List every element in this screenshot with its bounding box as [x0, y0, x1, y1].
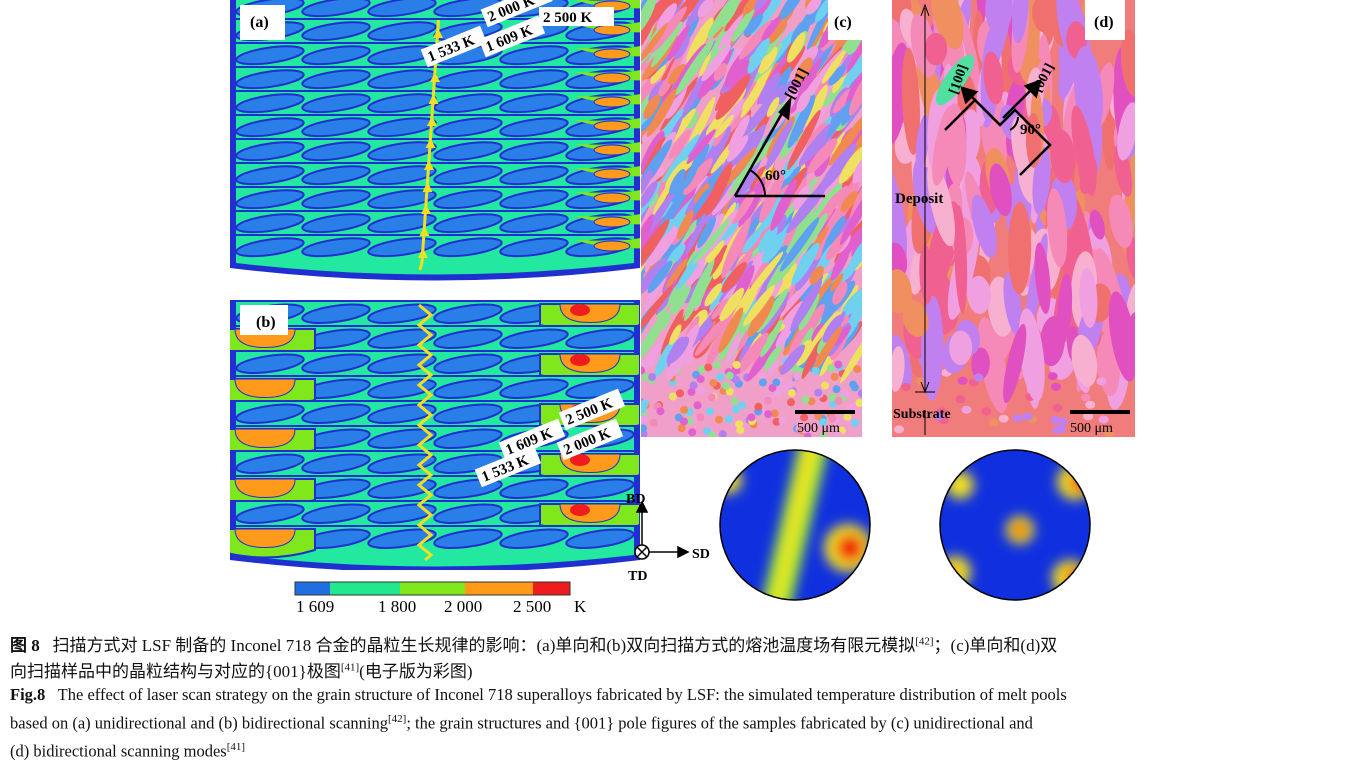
pole-figure-d-outline: [939, 449, 1091, 601]
panel-c-angle: 60°: [765, 168, 786, 184]
caption-cn-line1: 图 8 扫描方式对 LSF 制备的 Inconel 718 合金的晶粒生长规律的…: [10, 635, 1058, 655]
panel-d-angle-arrows: [944, 79, 1052, 176]
panel-d-ebsd-map: [892, 0, 1135, 437]
panel-c-label: (c): [834, 14, 852, 31]
melt-pool-layer: [230, 525, 640, 570]
panel-d-height-arrow: [915, 3, 935, 435]
pole-figure-c: [720, 450, 870, 600]
grain-growth-path: [416, 303, 434, 562]
melt-pool-layer: [230, 234, 640, 281]
colorbar-segment: [465, 582, 533, 595]
colorbar-unit: K: [574, 597, 587, 616]
caption-en-line2: based on (a) unidirectional and (b) bidi…: [10, 713, 1033, 733]
axes-indicator: [634, 500, 690, 560]
isotherm-label: 2 500 K: [543, 10, 593, 26]
caption-en-line3: (d) bidirectional scanning modes[41]: [10, 741, 246, 761]
colorbar: [294, 581, 571, 596]
melt-pool-layer: [230, 300, 640, 348]
pole-figure-c-outline: [719, 449, 871, 601]
colorbar-tick: 1 609: [296, 597, 334, 616]
figure: BD SD TD 1 609 1 800 2 000 2 500 K (a) (…: [230, 0, 1135, 616]
bd-label: BD: [626, 492, 645, 507]
caption-cn-line2: 向扫描样品中的晶粒结构与对应的{001}极图[41](电子版为彩图): [10, 661, 473, 681]
caption-en-line1: Fig.8 The effect of laser scan strategy …: [10, 685, 1067, 704]
panel-d-label: (d): [1094, 14, 1114, 31]
panel-d-deposit-label: Deposit: [895, 191, 943, 207]
panel-c-angle-arrows: [733, 96, 825, 198]
panel-a-label: (a): [250, 14, 269, 31]
sd-label: SD: [692, 547, 710, 562]
panel-d-substrate-label: Substrate: [893, 407, 951, 422]
panel-b-label: (b): [256, 314, 276, 331]
colorbar-tick: 2 000: [444, 597, 482, 616]
panel-d-angle: 90°: [1020, 122, 1041, 138]
colorbar-segment: [400, 582, 465, 595]
colorbar-segment: [533, 582, 570, 595]
colorbar-segment: [330, 582, 400, 595]
panel-b-simulation: [230, 300, 640, 570]
colorbar-tick: 1 800: [378, 597, 416, 616]
td-label: TD: [628, 569, 647, 584]
panel-d-scale-label: 500 μm: [1070, 421, 1113, 436]
panel-c-scale-label: 500 μm: [797, 421, 840, 436]
colorbar-tick: 2 500: [513, 597, 551, 616]
panel-c-ebsd-map: [641, 0, 862, 437]
panel-a-simulation: [230, 0, 640, 290]
colorbar-segment: [295, 582, 330, 595]
